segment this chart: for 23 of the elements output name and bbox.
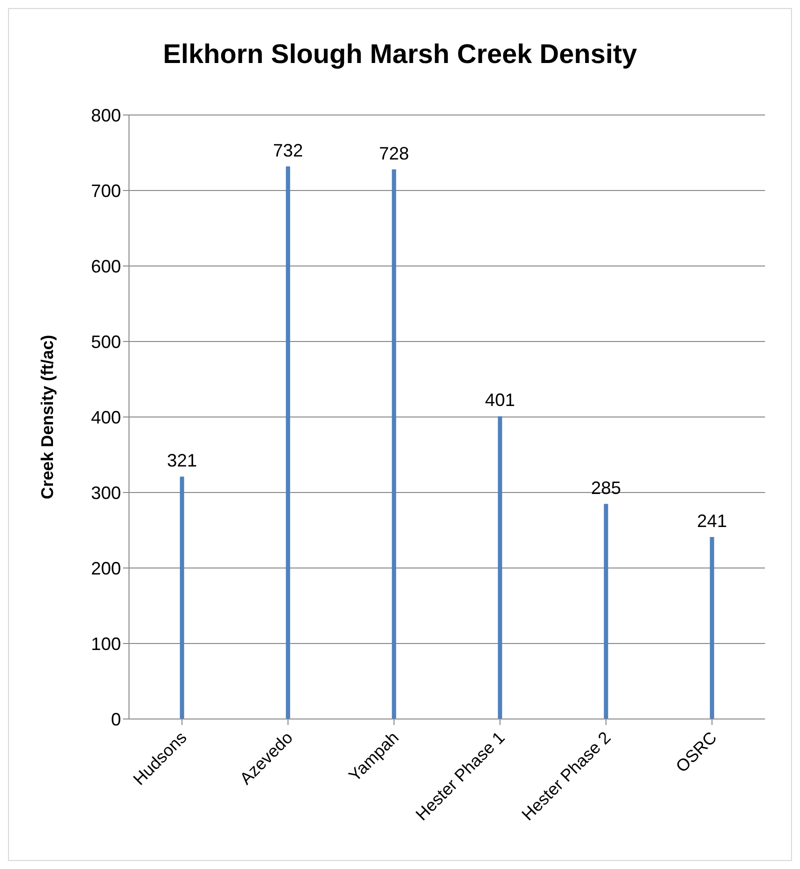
data-label: 728 xyxy=(378,143,410,164)
y-tick-label: 500 xyxy=(90,332,121,352)
bar xyxy=(498,416,502,719)
bar xyxy=(286,166,290,719)
y-tick-label: 400 xyxy=(90,407,121,428)
y-tick-label: 300 xyxy=(90,482,121,503)
bar xyxy=(392,169,396,719)
y-tick-label: 600 xyxy=(90,256,121,276)
data-label: 732 xyxy=(272,140,304,160)
y-axis-title: Creek Density (ft/ac) xyxy=(38,334,58,500)
bar xyxy=(710,537,714,719)
chart-title: Elkhorn Slough Marsh Creek Density xyxy=(162,39,638,71)
data-label: 401 xyxy=(484,390,516,410)
y-tick-label: 700 xyxy=(90,180,121,201)
bar xyxy=(180,476,184,719)
data-label: 321 xyxy=(166,450,198,471)
data-label: 241 xyxy=(696,511,728,532)
y-tick-label: 200 xyxy=(90,558,121,578)
y-tick-label: 0 xyxy=(110,709,121,730)
bar xyxy=(604,504,608,719)
y-tick-label: 800 xyxy=(90,105,121,126)
data-label: 285 xyxy=(590,478,622,498)
y-tick-label: 100 xyxy=(90,634,121,654)
